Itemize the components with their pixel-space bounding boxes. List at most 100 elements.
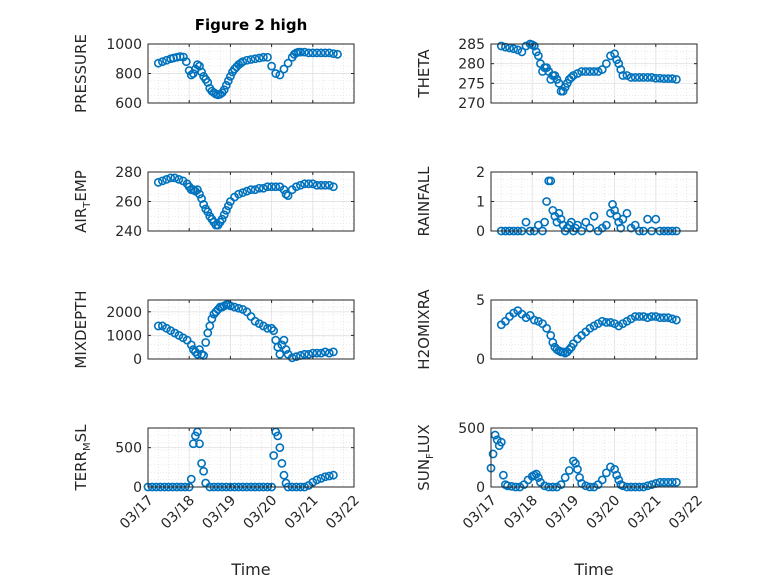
- data-point: [643, 481, 652, 491]
- data-point: [234, 189, 244, 199]
- data-point: [622, 208, 632, 218]
- data-point: [246, 55, 256, 64]
- data-point: [250, 185, 260, 195]
- data-point: [659, 74, 669, 84]
- data-point: [250, 54, 260, 64]
- data-point: [618, 71, 628, 80]
- data-point: [659, 477, 669, 487]
- data-point: [320, 347, 330, 357]
- data-point: [304, 349, 314, 359]
- data-point: [509, 44, 519, 54]
- data-point: [643, 313, 652, 323]
- data-point: [230, 302, 239, 312]
- data-point: [279, 470, 289, 480]
- data-point: [223, 76, 233, 86]
- y-tick-label: 2000: [106, 305, 142, 321]
- y-tick-label: 275: [458, 76, 485, 92]
- data-point: [320, 472, 330, 482]
- data-point: [577, 67, 587, 76]
- y-tick-label: 800: [115, 67, 142, 83]
- x-tick-label: 03/17: [460, 493, 500, 533]
- data-point: [569, 456, 578, 466]
- data-point: [540, 481, 549, 491]
- data-point: [503, 481, 512, 491]
- data-point: [328, 49, 338, 58]
- data-point: [540, 217, 549, 227]
- y-axis-label: THETA: [415, 49, 433, 99]
- data-point: [269, 326, 279, 336]
- data-point: [219, 210, 229, 220]
- data-point: [283, 191, 293, 200]
- panel-air-temp: 240 260 280 AIRTEMP: [72, 165, 355, 240]
- data-point: [207, 314, 217, 324]
- data-point: [316, 180, 326, 190]
- data-point: [304, 179, 314, 189]
- y-tick-label: 500: [458, 421, 485, 437]
- axes-box: [490, 427, 698, 488]
- data-point: [193, 349, 202, 359]
- data-point: [542, 197, 552, 206]
- x-tick-label: 03/18: [158, 493, 198, 533]
- data-point: [193, 60, 202, 70]
- data-point: [153, 321, 163, 331]
- data-point: [663, 74, 673, 84]
- data-point: [291, 182, 301, 192]
- data-point: [601, 468, 611, 478]
- x-tick-label: 03/20: [584, 493, 624, 533]
- y-tick-label: 240: [115, 224, 142, 240]
- y-tick-label: 5: [476, 293, 485, 309]
- data-point: [281, 345, 291, 354]
- data-point: [324, 48, 334, 58]
- data-point: [655, 477, 665, 487]
- data-point: [328, 347, 338, 357]
- y-tick-label: 260: [115, 195, 142, 211]
- data-point: [651, 73, 661, 83]
- data-point: [655, 73, 665, 83]
- data-point: [188, 185, 198, 195]
- x-tick-label: 03/22: [666, 493, 706, 533]
- data-point: [188, 69, 198, 78]
- x-tick-label: 03/19: [199, 493, 239, 533]
- data-point: [195, 345, 204, 354]
- y-tick-label: 0: [133, 352, 142, 368]
- data-point: [238, 188, 248, 198]
- data-point: [606, 318, 615, 327]
- data-point: [324, 348, 334, 358]
- x-tick-label: 03/21: [625, 493, 665, 533]
- panel-pressure: 600 800 1000 PRESSURE: [72, 34, 355, 113]
- data-point: [643, 214, 652, 224]
- data-point: [614, 475, 624, 485]
- data-point: [197, 458, 206, 468]
- y-axis-label: PRESSURE: [72, 34, 90, 113]
- y-tick-label: 0: [476, 352, 485, 368]
- data-point: [647, 312, 657, 321]
- data-point: [498, 470, 508, 480]
- data-point: [589, 211, 599, 221]
- data-point: [242, 55, 252, 65]
- y-axis-label: H2OMIXRA: [415, 289, 433, 370]
- data-point: [542, 323, 552, 333]
- data-point: [267, 61, 276, 71]
- x-tick-label: 03/21: [282, 493, 322, 533]
- data-point: [271, 182, 281, 192]
- data-point: [197, 67, 206, 77]
- panel-sun-flux: 0 500 03/17 03/18 03/19 03/20 03/21 03/22 SUNFLU…: [415, 421, 706, 532]
- data-point: [170, 173, 180, 183]
- data-point: [316, 473, 326, 483]
- data-point: [275, 443, 285, 453]
- data-point: [174, 174, 184, 184]
- data-point: [581, 481, 591, 491]
- data-point: [308, 179, 318, 189]
- data-point: [324, 471, 334, 481]
- y-axis-label: AIRTEMP: [72, 170, 93, 233]
- data-point: [490, 430, 500, 440]
- data-point: [269, 451, 279, 460]
- panel-h2omixra: 0 5 H2OMIXRA: [415, 289, 698, 370]
- data-point: [616, 223, 626, 233]
- data-point: [287, 353, 297, 363]
- y-tick-label: 600: [115, 96, 142, 112]
- data-point: [263, 182, 272, 192]
- data-point: [308, 48, 318, 58]
- data-point: [618, 214, 628, 224]
